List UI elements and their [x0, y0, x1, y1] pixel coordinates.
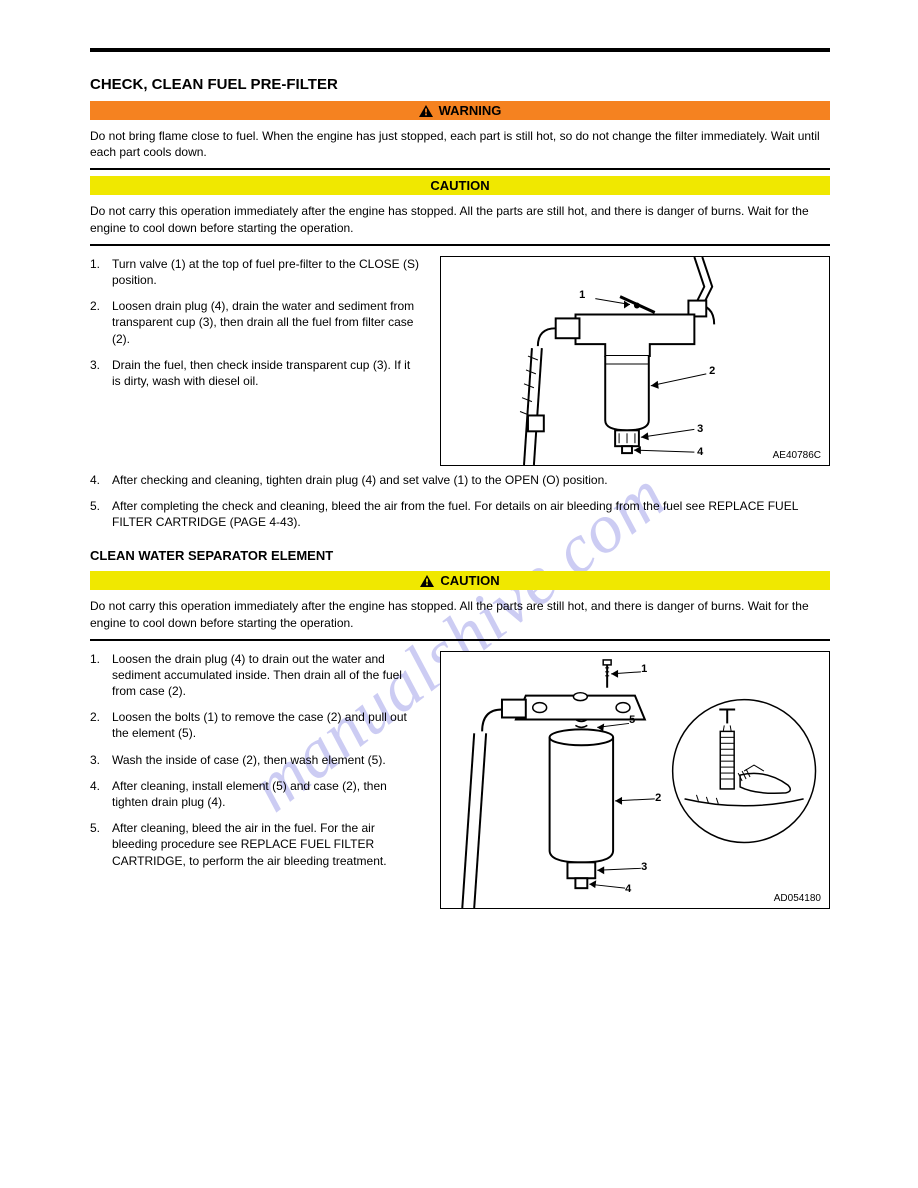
section-title-2: CLEAN WATER SEPARATOR ELEMENT: [90, 548, 830, 563]
caution-label-1: CAUTION: [430, 178, 489, 193]
fig1-label-4: 4: [697, 446, 703, 458]
step-b2-num: 2.: [90, 709, 112, 741]
step-b1: 1.Loosen the drain plug (4) to drain out…: [90, 651, 422, 700]
step-a5-txt: After completing the check and cleaning,…: [112, 498, 830, 530]
warning-body: Do not bring flame close to fuel. When t…: [90, 128, 830, 160]
warning-triangle-icon: [419, 105, 433, 117]
step-b4-txt: After cleaning, install element (5) and …: [112, 778, 422, 810]
step-a5: 5.After completing the check and cleanin…: [90, 498, 830, 530]
step-a4-txt: After checking and cleaning, tighten dra…: [112, 472, 830, 488]
fig2-label-1: 1: [641, 663, 647, 675]
rule-3: [90, 639, 830, 641]
step-a1-txt: Turn valve (1) at the top of fuel pre-fi…: [112, 256, 422, 288]
step-b5-num: 5.: [90, 820, 112, 869]
step-b5: 5.After cleaning, bleed the air in the f…: [90, 820, 422, 869]
caution-body-2: Do not carry this operation immediately …: [90, 598, 830, 630]
steps-b: 1.Loosen the drain plug (4) to drain out…: [90, 651, 422, 909]
warning-banner: WARNING: [90, 101, 830, 120]
caution-label-2: CAUTION: [440, 573, 499, 588]
step-a3: 3.Drain the fuel, then check inside tran…: [90, 357, 422, 389]
step-b2-txt: Loosen the bolts (1) to remove the case …: [112, 709, 422, 741]
steps-a: 1.Turn valve (1) at the top of fuel pre-…: [90, 256, 422, 466]
fig2-label-2: 2: [655, 792, 661, 804]
figure-1: 1 2 3 4 AE40786C: [440, 256, 830, 466]
fig2-label-5: 5: [629, 714, 635, 726]
fuel-prefilter-drawing: [441, 257, 829, 465]
water-separator-drawing: [441, 652, 829, 908]
rule-2: [90, 244, 830, 246]
step-a2: 2.Loosen drain plug (4), drain the water…: [90, 298, 422, 347]
caution-banner-1: CAUTION: [90, 176, 830, 195]
step-b3-num: 3.: [90, 752, 112, 768]
step-b4: 4.After cleaning, install element (5) an…: [90, 778, 422, 810]
fig2-label-4: 4: [625, 883, 631, 895]
fig2-no: AD054180: [774, 893, 821, 904]
step-a5-num: 5.: [90, 498, 112, 530]
step-a3-txt: Drain the fuel, then check inside transp…: [112, 357, 422, 389]
block-1: 1.Turn valve (1) at the top of fuel pre-…: [90, 256, 830, 466]
step-b1-num: 1.: [90, 651, 112, 700]
step-a4: 4.After checking and cleaning, tighten d…: [90, 472, 830, 488]
block-2: 1.Loosen the drain plug (4) to drain out…: [90, 651, 830, 909]
fig1-label-1: 1: [579, 289, 585, 301]
figure-2-wrap: 1 5 2 3 4 AD054180: [440, 651, 830, 909]
fig1-label-2: 2: [709, 365, 715, 377]
step-b1-txt: Loosen the drain plug (4) to drain out t…: [112, 651, 422, 700]
fig1-label-3: 3: [697, 423, 703, 435]
fig2-label-3: 3: [641, 861, 647, 873]
step-a2-num: 2.: [90, 298, 112, 347]
step-b5-txt: After cleaning, bleed the air in the fue…: [112, 820, 422, 869]
step-a1-num: 1.: [90, 256, 112, 288]
caution-banner-2: CAUTION: [90, 571, 830, 590]
figure-2: 1 5 2 3 4 AD054180: [440, 651, 830, 909]
step-b3: 3.Wash the inside of case (2), then wash…: [90, 752, 422, 768]
step-b2: 2.Loosen the bolts (1) to remove the cas…: [90, 709, 422, 741]
step-a4-num: 4.: [90, 472, 112, 488]
step-a2-txt: Loosen drain plug (4), drain the water a…: [112, 298, 422, 347]
caution-body-1: Do not carry this operation immediately …: [90, 203, 830, 235]
figure-1-wrap: 1 2 3 4 AE40786C: [440, 256, 830, 466]
caution-triangle-icon: [420, 575, 434, 587]
step-b4-num: 4.: [90, 778, 112, 810]
page-content: CHECK, CLEAN FUEL PRE-FILTER WARNING Do …: [90, 48, 830, 909]
fig1-no: AE40786C: [773, 450, 821, 461]
step-b3-txt: Wash the inside of case (2), then wash e…: [112, 752, 422, 768]
warning-label: WARNING: [439, 103, 502, 118]
step-a1: 1.Turn valve (1) at the top of fuel pre-…: [90, 256, 422, 288]
top-rule: [90, 48, 830, 52]
step-a3-num: 3.: [90, 357, 112, 389]
section-title-1: CHECK, CLEAN FUEL PRE-FILTER: [90, 76, 830, 93]
